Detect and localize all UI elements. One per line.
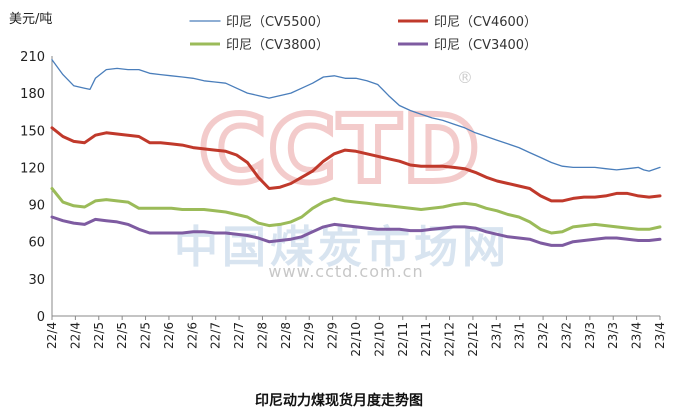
y-tick-label: 120 [20,161,45,176]
x-tick-label: 22/10 [372,322,386,357]
y-tick-label: 90 [28,199,45,214]
y-tick-label: 60 [28,236,45,251]
x-axis-ticks: 22/4 22/4 22/5 22/5 22/5 22/6 22/6 22/7 22/7 22/8… [45,316,667,357]
watermark-url: www.cctd.com.cn [268,262,423,281]
x-tick-label: 22/9 [302,322,316,349]
chart-title: 印尼动力煤现货月度走势图 [255,392,423,409]
x-tick-label: 22/12 [466,322,480,357]
x-tick-label: 22/10 [349,322,363,357]
legend-label-cv5500: 印尼（CV5500） [226,15,329,30]
y-axis-ticks: 0 30 60 90 120 150 180 210 [20,50,45,325]
x-tick-label: 23/2 [536,322,550,349]
watermark-logo: CCTD [199,96,481,203]
x-tick-label: 23/3 [583,322,597,349]
series-line-cv3800 [50,187,662,235]
legend: 印尼（CV5500） 印尼（CV4600） 印尼（CV3800） 印尼（CV34… [189,15,537,53]
watermark: CCTD ® 中国煤炭市场网 www.cctd.com.cn [174,68,510,281]
x-tick-label: 23/4 [630,322,644,349]
watermark-cn-text: 中国煤炭市场网 [174,222,510,273]
x-tick-label: 22/4 [45,322,59,349]
legend-item-cv3400: 印尼（CV3400） [398,38,537,53]
x-tick-label: 23/2 [559,322,573,349]
x-tick-label: 22/8 [279,322,293,349]
x-tick-label: 23/1 [513,322,527,349]
x-tick-label: 23/4 [653,322,667,349]
y-tick-label: 210 [20,50,45,65]
x-tick-label: 22/5 [115,322,129,349]
x-tick-label: 22/4 [68,322,82,349]
watermark-registered: ® [457,68,473,87]
x-tick-label: 22/5 [139,322,153,349]
legend-item-cv3800: 印尼（CV3800） [190,38,329,53]
x-tick-label: 22/9 [326,322,340,349]
series-line-cv4600 [50,126,662,203]
x-tick-label: 22/7 [232,322,246,349]
x-tick-label: 23/1 [489,322,503,349]
x-tick-label: 23/3 [606,322,620,349]
x-tick-label: 22/6 [162,322,176,349]
x-tick-label: 22/11 [396,322,410,357]
x-tick-label: 22/7 [209,322,223,349]
legend-label-cv3400: 印尼（CV3400） [434,38,537,53]
y-tick-label: 180 [20,87,45,102]
legend-label-cv3800: 印尼（CV3800） [226,38,329,53]
y-tick-label: 0 [37,310,45,325]
series-group [50,59,662,247]
y-tick-label: 30 [28,273,45,288]
series-line-cv3400 [50,215,662,247]
x-tick-label: 22/5 [92,322,106,349]
x-tick-label: 22/11 [419,322,433,357]
x-tick-label: 22/8 [255,322,269,349]
x-tick-label: 22/12 [443,322,457,357]
series-line-cv5500 [51,59,661,172]
legend-item-cv4600: 印尼（CV4600） [398,15,537,30]
y-axis-unit-label: 美元/吨 [9,12,52,27]
legend-item-cv5500: 印尼（CV5500） [189,15,329,30]
y-tick-label: 150 [20,124,45,139]
x-tick-label: 22/6 [185,322,199,349]
legend-label-cv4600: 印尼（CV4600） [434,15,537,30]
